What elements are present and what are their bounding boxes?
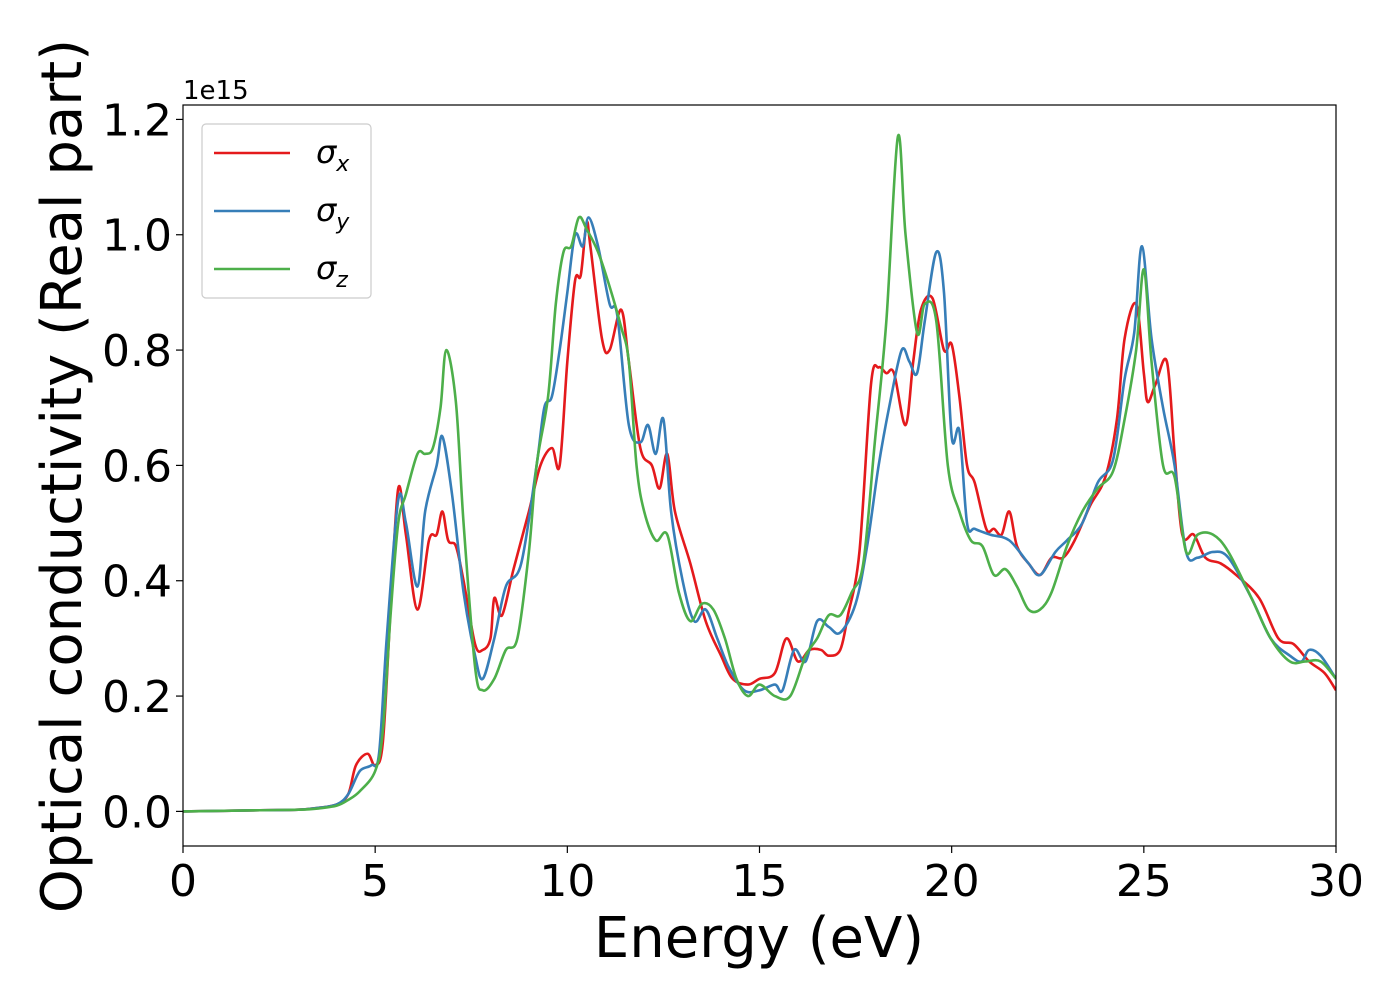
x-tick-label: 10 [539,856,595,907]
x-axis-label: Energy (eV) [594,906,924,971]
y-tick-label: 1.0 [102,211,172,262]
y-axis-label: Optical conductivity (Real part) [30,39,95,913]
series-line-x [183,220,1336,813]
series-line-y [183,216,1336,813]
y-tick-label: 0.2 [102,672,172,723]
plot-background [183,105,1336,846]
x-tick-label: 0 [169,856,197,907]
x-tick-label: 15 [732,856,788,907]
legend-label-z: σz [316,249,348,293]
series-layer [183,133,1336,813]
y-tick-label: 1.2 [102,95,172,146]
y-tick-label: 0.0 [102,787,172,838]
y-tick-label: 0.4 [102,557,172,608]
y-axis-ticks: 0.0 0.2 0.4 0.6 0.8 1.0 1.2 [102,95,183,838]
series-line-z [183,133,1336,813]
x-tick-label: 30 [1308,856,1364,907]
x-tick-label: 25 [1116,856,1172,907]
y-tick-label: 0.8 [102,326,172,377]
legend-label-y: σy [316,191,350,235]
legend: σx σy σz [201,123,372,299]
x-tick-label: 20 [924,856,980,907]
x-axis-ticks: 0 5 10 15 20 25 30 [169,846,1364,907]
y-tick-label: 0.6 [102,441,172,492]
y-offset-label: 1e15 [183,76,249,106]
legend-label-x: σx [316,133,350,177]
x-tick-label: 5 [361,856,389,907]
